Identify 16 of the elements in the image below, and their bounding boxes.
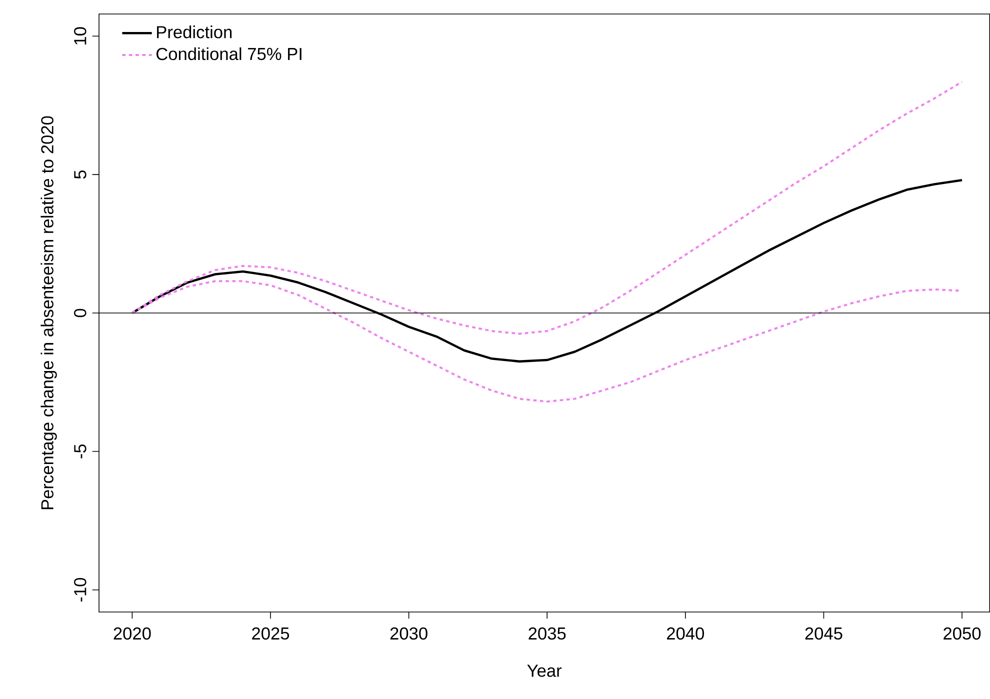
y-tick-label: -5 [74, 444, 86, 458]
y-tick-label: 10 [74, 27, 86, 44]
x-tick-label: 2045 [805, 627, 842, 640]
y-axis-title: Percentage change in absenteeism relative to 2020 [40, 116, 57, 510]
x-tick-label: 2020 [114, 627, 151, 640]
x-tick-label: 2035 [528, 627, 566, 640]
x-tick-label: 2025 [252, 627, 290, 640]
x-tick-label: 2040 [667, 627, 704, 640]
y-tick-label: -10 [74, 578, 86, 602]
legend-label: Prediction [157, 26, 232, 38]
y-tick-label: 5 [74, 170, 86, 179]
y-tick-label: 0 [74, 308, 86, 318]
x-tick-label: 2030 [390, 627, 428, 640]
x-tick-label: 2050 [944, 627, 981, 640]
x-axis-title: Year [527, 664, 562, 677]
legend-label: Conditional 75% PI [156, 47, 302, 60]
